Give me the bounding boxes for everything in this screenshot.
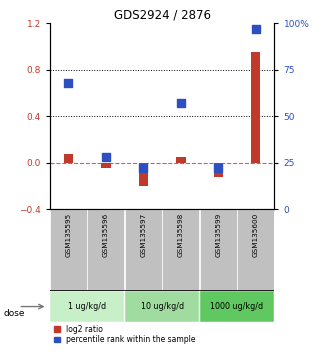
Title: GDS2924 / 2876: GDS2924 / 2876 (114, 9, 211, 22)
Bar (50, 291, 125, 322)
Bar (237, 209, 274, 291)
Bar (101, 162, 111, 169)
Point (216, 165, 221, 171)
Bar (125, 209, 162, 291)
Bar (213, 162, 223, 177)
Text: dose: dose (3, 309, 25, 318)
Text: GSM135599: GSM135599 (215, 213, 221, 257)
Point (178, 100, 183, 106)
Bar (64, 154, 73, 162)
Bar (251, 52, 260, 162)
Point (253, 26, 258, 32)
Bar (50, 209, 87, 291)
Text: 10 ug/kg/d: 10 ug/kg/d (141, 302, 184, 311)
Point (66, 80, 71, 85)
Bar (87, 209, 125, 291)
Bar (200, 209, 237, 291)
Text: GSM135598: GSM135598 (178, 213, 184, 257)
Bar (200, 291, 274, 322)
Text: GSM135597: GSM135597 (140, 213, 146, 257)
Text: GSM135596: GSM135596 (103, 213, 109, 257)
Bar (139, 162, 148, 186)
Text: 1 ug/kg/d: 1 ug/kg/d (68, 302, 106, 311)
Bar (162, 209, 199, 291)
Point (141, 165, 146, 171)
Legend: log2 ratio, percentile rank within the sample: log2 ratio, percentile rank within the s… (54, 325, 195, 344)
Text: GSM135595: GSM135595 (65, 213, 72, 257)
Text: 1000 ug/kg/d: 1000 ug/kg/d (211, 302, 264, 311)
Text: GSM135600: GSM135600 (253, 213, 259, 257)
Bar (176, 157, 186, 162)
Point (103, 154, 108, 160)
Bar (125, 291, 199, 322)
